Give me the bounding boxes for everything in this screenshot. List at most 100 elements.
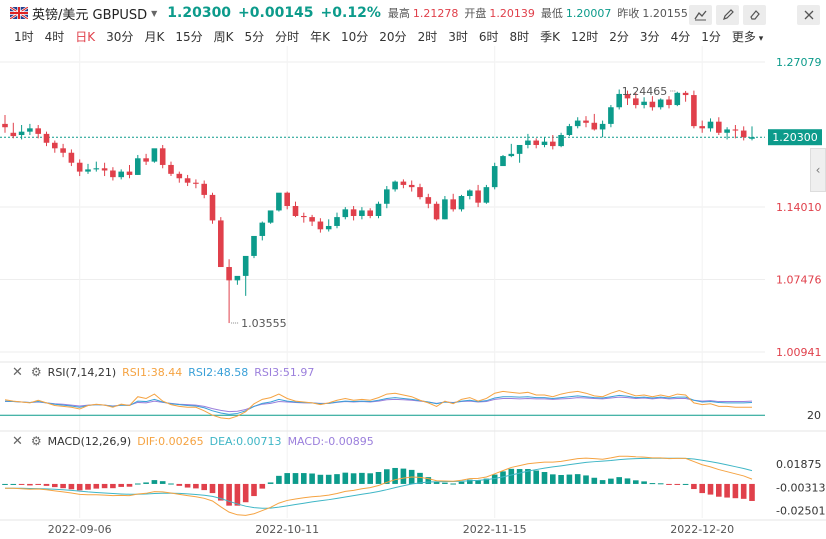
macd-bar — [10, 483, 17, 485]
macd-bar — [251, 483, 257, 497]
stat-high-value: 1.21278 — [412, 6, 459, 20]
candle-body — [209, 194, 216, 221]
close-macd-icon[interactable]: ✕ — [12, 433, 23, 449]
rsi1-label: RSI1:38.44 — [122, 365, 183, 379]
period-13[interactable]: 3时 — [448, 29, 468, 44]
period-10[interactable]: 10分 — [341, 29, 369, 44]
erase-tool-icon[interactable] — [743, 5, 766, 25]
candle-body — [533, 140, 539, 145]
period-11[interactable]: 20分 — [379, 29, 407, 44]
candle-body — [491, 166, 498, 188]
line-tool-icon[interactable] — [689, 5, 712, 25]
period-9[interactable]: 年K — [310, 29, 330, 44]
macd-bar — [433, 481, 440, 484]
period-1[interactable]: 4时 — [44, 29, 65, 44]
candle-body — [76, 162, 83, 172]
candle-body — [85, 169, 91, 172]
more-dropdown-icon[interactable]: ▾ — [755, 33, 764, 44]
macd-bar — [168, 483, 174, 485]
period-16[interactable]: 季K — [540, 29, 560, 44]
macd-bar — [649, 483, 656, 485]
period-2[interactable]: 日K — [75, 29, 96, 44]
period-22[interactable]: 更多 ▾ — [731, 29, 764, 44]
candle-body — [234, 275, 241, 281]
candlestick-chart[interactable]: 1.24465 1.03555 1.27079 1.20300 1.14010 1.074… — [0, 46, 826, 539]
x-axis-label: 2022-09-06 — [48, 523, 112, 536]
period-21[interactable]: 1分 — [701, 29, 721, 44]
candle-body — [176, 173, 183, 179]
rsi-settings-icon[interactable]: ⚙ — [30, 365, 42, 379]
y-tick-label: 1.07476 — [776, 273, 822, 286]
stat-low-value: 1.20007 — [565, 6, 612, 20]
stat-high-label: 最高 — [387, 7, 410, 20]
macd-bar — [76, 483, 83, 491]
stat-prevclose-label: 昨收 — [617, 7, 640, 20]
candle-body — [193, 182, 199, 184]
candle-body — [525, 140, 531, 145]
candle-body — [616, 93, 622, 108]
period-12[interactable]: 2时 — [417, 29, 438, 44]
candle-body — [218, 220, 224, 268]
period-20[interactable]: 4分 — [670, 29, 691, 44]
collapse-panel-button[interactable]: ‹ — [810, 148, 826, 192]
candle-body — [516, 144, 523, 154]
period-8[interactable]: 分时 — [275, 29, 300, 44]
macd-bar — [267, 482, 274, 484]
candle-body — [309, 217, 315, 222]
period-7[interactable]: 5分 — [244, 29, 265, 44]
candle-body — [93, 168, 100, 170]
macd-bar — [234, 483, 241, 506]
candle-body — [716, 121, 722, 133]
candle-body — [101, 168, 108, 171]
macd-bar — [35, 483, 41, 485]
candle-body — [359, 210, 365, 216]
candle-body — [682, 92, 689, 96]
close-tool-icon[interactable] — [797, 5, 820, 25]
candle-body — [599, 123, 606, 130]
x-axis-label: 2022-11-15 — [463, 523, 527, 536]
macd-bar — [641, 481, 647, 484]
x-axis-label: 2022-10-11 — [255, 523, 319, 536]
tool-spacer — [770, 5, 793, 25]
symbol-dropdown-icon[interactable]: ▼ — [151, 8, 158, 18]
macd-bar — [633, 480, 639, 484]
macd-bar — [682, 483, 689, 485]
candle-body — [442, 199, 448, 220]
candle-body — [334, 217, 340, 226]
period-14[interactable]: 6时 — [478, 29, 499, 44]
candle-body — [657, 99, 664, 108]
macd-bar — [508, 468, 515, 484]
pen-tool-icon[interactable] — [716, 5, 739, 25]
period-5[interactable]: 15分 — [175, 29, 203, 44]
drawing-toolbar — [689, 5, 820, 25]
candle-body — [666, 99, 672, 106]
symbol-title[interactable]: 英镑/美元 GBPUSD — [32, 7, 148, 23]
period-3[interactable]: 30分 — [106, 29, 134, 44]
macd-bar — [384, 469, 390, 484]
period-19[interactable]: 3分 — [639, 29, 660, 44]
candle-body — [384, 189, 390, 204]
macd-bar — [350, 473, 357, 484]
period-4[interactable]: 月K — [144, 29, 165, 44]
period-6[interactable]: 周K — [213, 29, 234, 44]
candle-body — [541, 141, 548, 145]
y-tick-label: 1.14010 — [776, 201, 822, 214]
candle-body — [375, 203, 382, 216]
x-axis-label: 2022-12-20 — [670, 523, 734, 536]
candle-body — [608, 107, 614, 124]
macd-bar — [218, 483, 224, 501]
period-15[interactable]: 8时 — [509, 29, 530, 44]
period-0[interactable]: 1时 — [14, 29, 34, 44]
macd-bar — [242, 483, 249, 503]
candle-body — [417, 187, 423, 198]
dif-label: DIF:0.00265 — [137, 434, 204, 448]
close-rsi-icon[interactable]: ✕ — [12, 364, 23, 380]
macd-bar — [533, 470, 539, 484]
candle-body — [201, 183, 207, 195]
period-17[interactable]: 12时 — [571, 29, 599, 44]
macd-bar — [450, 483, 456, 485]
macd-bar — [574, 474, 581, 484]
macd-bar — [184, 483, 191, 488]
period-18[interactable]: 2分 — [609, 29, 629, 44]
macd-settings-icon[interactable]: ⚙ — [30, 434, 42, 448]
